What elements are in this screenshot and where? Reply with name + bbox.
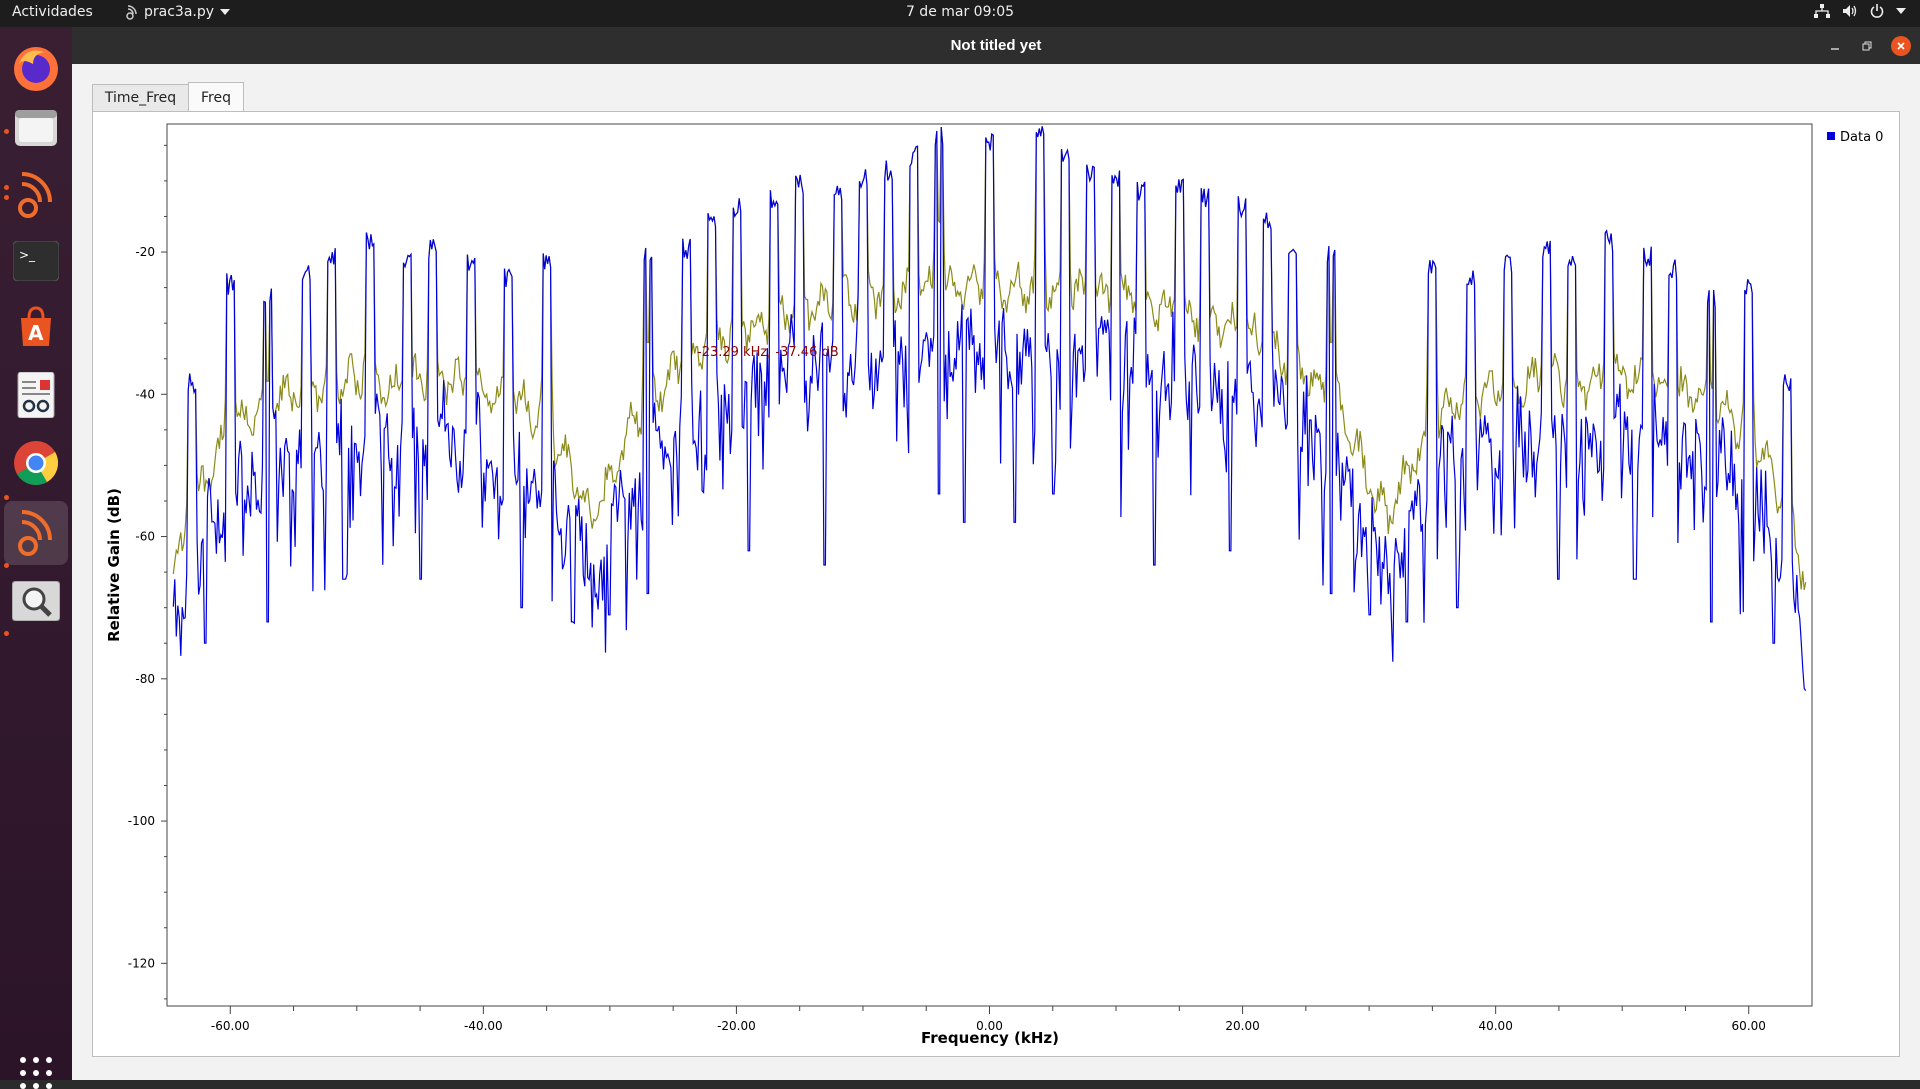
y-tick-label: -80	[135, 672, 155, 686]
dock-document-viewer[interactable]	[4, 363, 68, 427]
y-tick-label: -60	[135, 530, 155, 544]
title-bar[interactable]: Not titled yet	[72, 27, 1920, 64]
legend-swatch	[1827, 132, 1835, 140]
clock[interactable]: 7 de mar 09:05	[905, 4, 1015, 20]
svg-text:A: A	[28, 321, 44, 345]
gnuradio-icon	[18, 510, 52, 556]
show-applications-icon[interactable]	[20, 1057, 52, 1089]
dock-software[interactable]: A	[4, 295, 68, 359]
running-indicator	[4, 185, 9, 190]
dock-image-viewer[interactable]	[4, 569, 68, 633]
frequency-plot[interactable]: -20 -40 -60 -80 -100 -120 -60.00 -40.00 -20.00 0…	[93, 112, 1899, 1056]
y-axis-label: Relative Gain (dB)	[105, 488, 123, 642]
restore-icon	[1862, 41, 1872, 51]
dock-chrome[interactable]	[4, 431, 68, 495]
gnuradio-icon	[18, 172, 52, 218]
top-bar: Actividades prac3a.py 7 de mar 09:05	[0, 0, 1920, 27]
dock-terminal[interactable]: >_	[4, 229, 68, 293]
dock-files[interactable]	[4, 95, 68, 159]
legend-label: Data 0	[1840, 130, 1883, 145]
x-tick-label: 40.00	[1478, 1019, 1512, 1033]
y-tick-label: -40	[135, 387, 155, 401]
x-tick-label: -20.00	[717, 1019, 756, 1033]
power-icon	[1870, 4, 1884, 18]
plot-area	[166, 123, 1813, 1007]
x-tick-label: 20.00	[1225, 1019, 1259, 1033]
x-tick-label: 60.00	[1732, 1019, 1766, 1033]
gnuradio-small-icon	[126, 5, 137, 20]
x-tick-label: 0.00	[976, 1019, 1003, 1033]
tab-time-freq[interactable]: Time_Freq	[92, 84, 189, 111]
x-tick-label: -40.00	[464, 1019, 503, 1033]
plot-panel: -20 -40 -60 -80 -100 -120 -60.00 -40.00 -20.00 0…	[92, 111, 1900, 1057]
marker-label: -23.29 kHz, -37.46 dB	[697, 345, 839, 360]
minimize-icon	[1831, 48, 1839, 50]
app-menu[interactable]: prac3a.py	[126, 4, 231, 20]
image-viewer-icon	[12, 581, 60, 621]
chevron-down-icon	[220, 9, 231, 15]
activities-button[interactable]: Actividades	[12, 4, 93, 20]
y-tick-label: -120	[128, 956, 155, 970]
running-indicator	[4, 129, 9, 134]
y-tick-label: -100	[128, 814, 155, 828]
svg-text:>_: >_	[19, 248, 36, 262]
dock-firefox[interactable]	[4, 37, 68, 101]
firefox-icon	[14, 47, 58, 91]
x-axis-label: Frequency (kHz)	[921, 1029, 1059, 1047]
y-tick-label: -20	[135, 245, 155, 259]
volume-icon	[1843, 5, 1857, 17]
system-tray[interactable]	[1814, 4, 1906, 18]
dock-gnuradio-active[interactable]	[4, 501, 68, 565]
running-indicator	[4, 495, 9, 500]
app-name: prac3a.py	[144, 4, 215, 20]
data-0-trace	[172, 126, 1807, 692]
chevron-down-icon	[1896, 8, 1906, 14]
chrome-icon	[14, 441, 59, 485]
network-icon	[1814, 4, 1830, 18]
running-indicator	[4, 195, 9, 200]
window-title: Not titled yet	[950, 37, 1042, 54]
close-icon	[1897, 42, 1905, 50]
x-tick-labels: -60.00 -40.00 -20.00 0.00 20.00 40.00 60.00	[211, 1019, 1766, 1033]
x-tick-label: -60.00	[211, 1019, 250, 1033]
maximize-button[interactable]	[1857, 36, 1877, 56]
tab-freq[interactable]: Freq	[188, 82, 244, 112]
y-tick-labels: -20 -40 -60 -80 -100 -120	[128, 245, 155, 970]
close-button[interactable]	[1891, 36, 1911, 56]
running-indicator	[4, 563, 9, 568]
minimize-button[interactable]	[1825, 36, 1845, 56]
axes-ticks	[161, 144, 1750, 1014]
files-icon	[15, 110, 57, 146]
document-viewer-icon	[17, 372, 55, 418]
running-indicator	[4, 631, 9, 636]
dock-gnuradio[interactable]	[4, 163, 68, 227]
software-center-icon: A	[21, 306, 51, 346]
terminal-icon: >_	[13, 241, 59, 281]
dock: >_ A	[0, 27, 72, 1089]
